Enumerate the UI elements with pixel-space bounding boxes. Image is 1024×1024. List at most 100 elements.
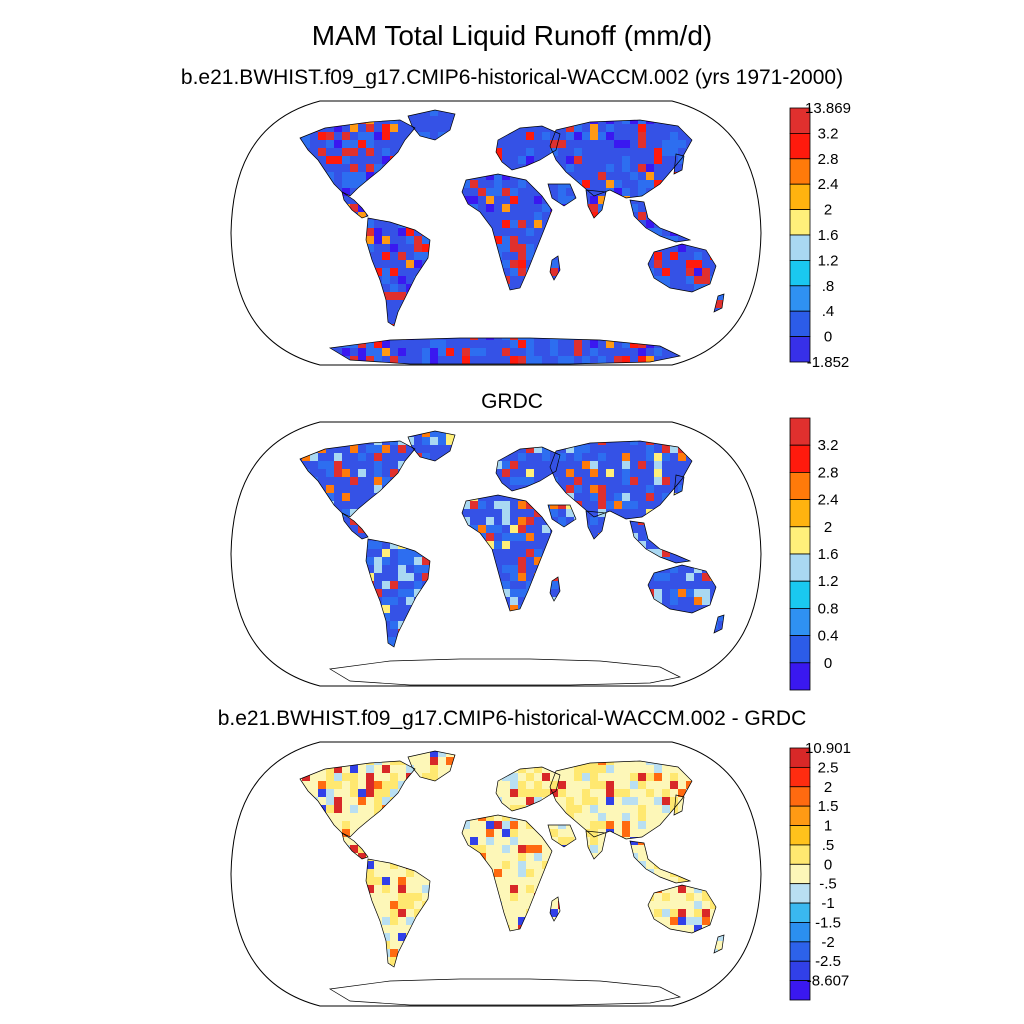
coastline-greenland <box>407 109 456 141</box>
coastline-africa <box>461 814 553 932</box>
coastline-arabia <box>547 504 577 528</box>
coastline-europe <box>495 446 561 492</box>
coastline-antarctica <box>328 337 682 365</box>
colorbar-label: 1 <box>824 818 832 835</box>
map-frame <box>230 100 762 366</box>
colorbar-swatch <box>789 499 811 528</box>
coastline-greenland <box>407 750 456 782</box>
colorbar-label: -1.5 <box>815 914 841 931</box>
map-obs <box>230 421 762 687</box>
colorbar-swatch <box>789 635 811 664</box>
colorbar-swatch <box>789 662 811 691</box>
coastline-southAmerica <box>365 538 431 648</box>
colorbar-label: 1.2 <box>818 573 839 590</box>
colorbar-swatch <box>789 444 811 473</box>
coastline-asia <box>549 119 693 199</box>
colorbar-obs: 3.2 2.8 2.4 2 1.6 1.2 0.8 0.4 0 <box>789 417 839 691</box>
panel-title-model: b.e21.BWHIST.f09_g17.CMIP6-historical-WA… <box>180 66 844 89</box>
coastline-australia <box>647 884 717 934</box>
colorbar-label: 0.8 <box>818 600 839 617</box>
colorbar-swatch <box>789 234 811 261</box>
colorbar-label: -.5 <box>819 876 837 893</box>
coastline-asia <box>549 440 693 520</box>
coastline-arabia <box>547 183 577 207</box>
colorbar-label: 3.2 <box>818 125 839 142</box>
colorbar-label: 2.8 <box>818 464 839 481</box>
map-diff <box>230 741 762 1007</box>
colorbar-swatch <box>789 607 811 636</box>
coastline-madagascar <box>549 255 561 281</box>
coastline-seAsia <box>629 840 692 884</box>
coastline-arabia <box>547 824 577 848</box>
colorbar-swatch <box>789 825 811 846</box>
coastline-greenland <box>407 430 456 462</box>
colorbar-swatch <box>789 336 811 363</box>
coastline-africa <box>461 494 553 612</box>
colorbar-label: 2.5 <box>818 759 839 776</box>
colorbar-label: 13.869 <box>805 100 851 117</box>
coastline-nz <box>713 293 725 313</box>
colorbar-swatch <box>789 209 811 236</box>
colorbar-label: -1 <box>821 895 834 912</box>
colorbar-swatch <box>789 580 811 609</box>
coastline-southAmerica <box>365 217 431 327</box>
colorbar-label: 3.2 <box>818 437 839 454</box>
coastline-india <box>585 189 607 219</box>
colorbar-label: .8 <box>822 278 835 295</box>
coastline-india <box>585 830 607 860</box>
colorbar-swatch <box>789 902 811 923</box>
colorbar-swatch <box>789 285 811 312</box>
colorbar-label: 10.901 <box>805 740 851 757</box>
colorbar-swatch <box>789 805 811 826</box>
colorbar-label: 0 <box>824 329 832 346</box>
coastline-centralAmerica <box>341 191 369 219</box>
coastline-northAmerica <box>299 760 416 838</box>
map-model <box>230 100 762 366</box>
map-frame <box>230 741 762 1007</box>
colorbar-label: 2.4 <box>818 176 839 193</box>
coastline-japan <box>673 794 685 816</box>
colorbar-label: 2 <box>824 202 832 219</box>
colorbar-label: -2 <box>821 934 834 951</box>
colorbar-label: 0.4 <box>818 628 839 645</box>
colorbar-label: 2 <box>824 519 832 536</box>
colorbar-label: 0 <box>824 655 832 672</box>
colorbar-label: 1.2 <box>818 252 839 269</box>
colorbar-label: 2 <box>824 779 832 796</box>
land-fill <box>300 431 724 647</box>
land-fill <box>300 110 724 364</box>
colorbar-label: 2.4 <box>818 492 839 509</box>
colorbar-swatch <box>789 863 811 885</box>
colorbar-swatch <box>789 922 811 943</box>
coastline-madagascar <box>549 576 561 602</box>
colorbar-label: .4 <box>822 303 835 320</box>
colorbar-model: 13.869 3.2 2.8 2.4 2 1.6 1.2 .8 .4 0 -1.852 <box>789 100 851 371</box>
coastline-asia <box>549 760 693 840</box>
coastline-antarctica <box>328 978 682 1006</box>
land-fill <box>300 751 724 967</box>
coastline-southAmerica <box>365 858 431 968</box>
colorbar-label: 1.6 <box>818 546 839 563</box>
colorbar-label: -1.852 <box>807 354 850 371</box>
coastline-madagascar <box>549 896 561 922</box>
coastline-nz <box>713 614 725 634</box>
coastline-northAmerica <box>299 440 416 518</box>
colorbar-swatch <box>789 766 811 788</box>
coastline-northAmerica <box>299 119 416 197</box>
colorbar-label: 2.8 <box>818 151 839 168</box>
coastline-seAsia <box>629 520 692 564</box>
colorbar-swatch <box>789 941 811 962</box>
coastline-centralAmerica <box>341 832 369 860</box>
coastline-japan <box>673 153 685 175</box>
coastline-japan <box>673 474 685 496</box>
coastline-centralAmerica <box>341 512 369 540</box>
panel-title-diff: b.e21.BWHIST.f09_g17.CMIP6-historical-WA… <box>217 707 807 730</box>
coastline-australia <box>647 243 717 293</box>
coastline-antarctica <box>328 658 682 686</box>
colorbar-swatch <box>789 844 811 865</box>
colorbar-swatch <box>789 259 811 287</box>
colorbar-label: 1.6 <box>818 227 839 244</box>
figure-title: MAM Total Liquid Runoff (mm/d) <box>311 20 713 51</box>
colorbar-label: -8.607 <box>807 973 850 990</box>
